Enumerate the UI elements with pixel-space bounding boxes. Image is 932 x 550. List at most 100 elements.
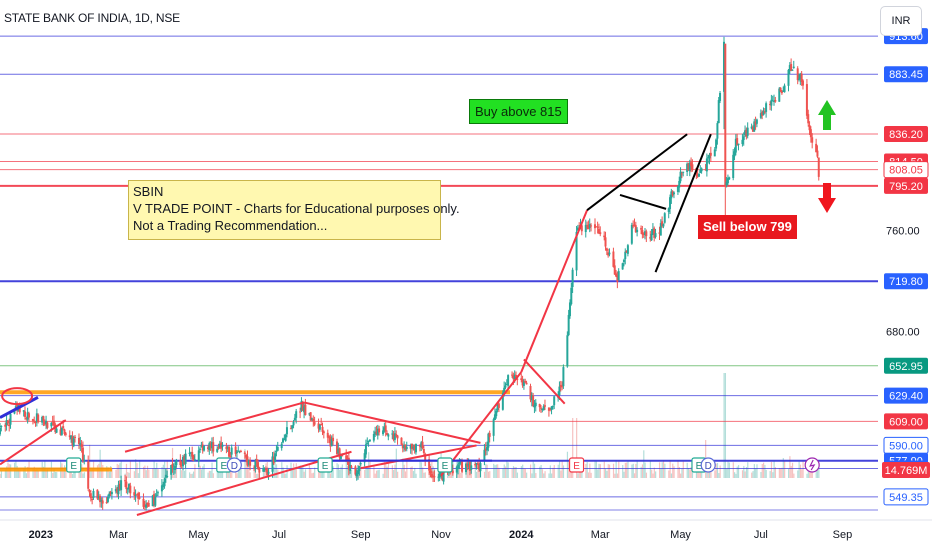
earnings-marker-text: E: [696, 461, 703, 472]
volume-bar: [329, 473, 332, 478]
candle-body: [762, 111, 765, 116]
candle-body: [478, 463, 481, 470]
candle-body: [605, 248, 608, 251]
volume-bar: [655, 471, 657, 478]
chart-title: STATE BANK OF INDIA, 1D, NSE: [4, 11, 180, 25]
volume-bar: [27, 466, 29, 478]
volume-bar: [181, 470, 183, 478]
candle-body: [354, 466, 357, 475]
candle-body: [765, 103, 768, 112]
candle-body: [312, 418, 315, 422]
x-tick-label: 2024: [509, 529, 534, 541]
candle-body: [636, 229, 639, 233]
volume-bar: [633, 473, 636, 478]
volume-bar: [111, 468, 113, 478]
candle-body: [409, 445, 412, 449]
candle-body: [615, 273, 618, 277]
candle-body: [147, 502, 150, 507]
candle-body: [770, 99, 773, 106]
volume-bar: [283, 473, 286, 478]
volume-bar: [19, 469, 21, 478]
candle-body: [719, 92, 722, 101]
candle-body: [608, 252, 611, 255]
volume-bar: [382, 473, 384, 478]
candle-body: [382, 430, 385, 435]
trendline: [0, 419, 67, 466]
candle-body: [197, 450, 200, 462]
candle-body: [60, 427, 63, 435]
candle-body: [543, 405, 546, 407]
highlight-ellipse: [1, 387, 34, 406]
candle-body: [634, 225, 637, 233]
candle-body: [280, 443, 283, 449]
volume-bar: [698, 467, 700, 478]
volume-bar: [337, 464, 339, 478]
candle-body: [291, 425, 294, 429]
candle-body: [458, 462, 461, 464]
volume-bar: [765, 469, 767, 478]
price-level-label: 795.20: [889, 181, 923, 193]
volume-bar: [175, 464, 178, 478]
candle-body: [809, 129, 812, 138]
price-level-label: 590.00: [889, 440, 923, 452]
price-level-label-bg: [883, 161, 929, 179]
currency-selector[interactable]: INR: [880, 6, 922, 36]
volume-bar: [677, 460, 679, 478]
candle-body: [368, 439, 371, 442]
volume-bar: [507, 462, 509, 478]
candle-body: [335, 441, 338, 455]
candle-body: [18, 406, 21, 413]
volume-bar: [78, 470, 80, 478]
volume-bar: [83, 472, 85, 478]
trendline: [619, 194, 667, 210]
candle-body: [350, 466, 353, 468]
candle-body: [72, 438, 75, 447]
volume-bar: [745, 467, 748, 478]
candle-body: [616, 275, 619, 282]
volume-bar: [548, 473, 550, 478]
candle-body: [41, 416, 44, 423]
volume-bar: [200, 469, 203, 478]
volume-bar: [378, 469, 380, 478]
candle-body: [143, 505, 146, 507]
volume-bar: [576, 418, 578, 478]
volume-bar: [495, 464, 497, 478]
volume-bar: [139, 460, 141, 478]
candle-body: [0, 425, 3, 427]
volume-bar: [635, 463, 637, 478]
candle-body: [588, 224, 591, 228]
candle-body: [71, 436, 74, 446]
volume-bar: [285, 473, 287, 478]
candle-body: [285, 427, 288, 435]
candle-body: [303, 406, 306, 413]
volume-bar: [193, 471, 195, 478]
candle-body: [33, 420, 36, 422]
candle-body: [42, 416, 45, 421]
candle-body: [475, 462, 478, 464]
candle-body: [77, 437, 80, 444]
volume-bar: [36, 469, 38, 478]
candle-body: [717, 100, 720, 124]
candle-body: [613, 265, 616, 275]
volume-bar: [502, 468, 504, 478]
candle-body: [46, 422, 49, 428]
candle-body: [337, 448, 340, 453]
price-level-label: 609.00: [889, 416, 923, 428]
volume-bar: [533, 463, 536, 478]
volume-bar: [780, 468, 782, 478]
volume-bar: [466, 462, 469, 478]
candle-body: [796, 68, 799, 81]
volume-bar: [552, 467, 554, 478]
earnings-marker: [317, 457, 333, 473]
candle-body: [24, 411, 27, 417]
candle-body: [318, 424, 321, 430]
volume-bar: [562, 465, 565, 478]
candle-body: [553, 396, 556, 406]
candle-body: [644, 231, 647, 235]
volume-bar: [345, 460, 347, 478]
candle-body: [96, 489, 99, 499]
candle-body: [505, 384, 508, 386]
trendline: [360, 444, 477, 470]
candle-body: [622, 259, 625, 262]
